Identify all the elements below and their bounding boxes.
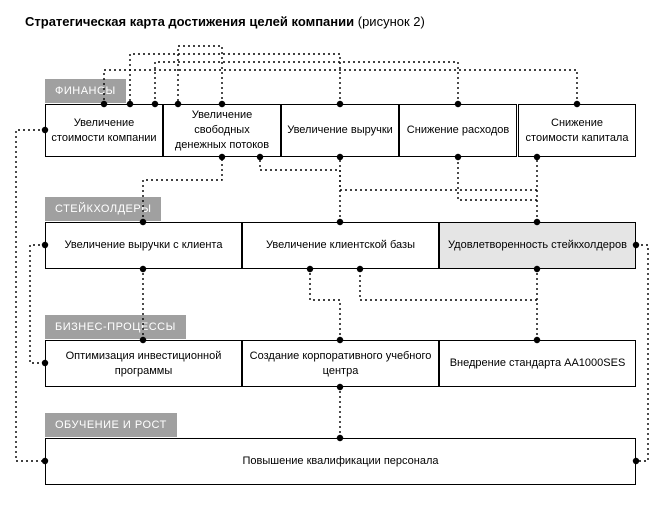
box-bp-aa1000ses: Внедрение стандарта АА1000SES bbox=[439, 340, 636, 387]
box-fin-free-cashflow: Увеличение свободных денежных потоков bbox=[163, 104, 281, 157]
section-learning-label: ОБУЧЕНИЕ И РОСТ bbox=[45, 413, 177, 437]
box-stk-satisfaction: Удовлетворенность стейкхолдеров bbox=[439, 222, 636, 269]
section-stakeholders-label: СТЕЙКХОЛДЕРЫ bbox=[45, 197, 161, 221]
box-bp-investment: Оптимизация инвестиционной программы bbox=[45, 340, 242, 387]
box-bp-training-center: Создание корпоративного учебного центра bbox=[242, 340, 439, 387]
box-lr-qualification: Повышение квалификации персонала bbox=[45, 438, 636, 485]
box-stk-client-revenue: Увеличение выручки с клиента bbox=[45, 222, 242, 269]
title-suffix: (рисунок 2) bbox=[358, 14, 425, 29]
box-fin-revenue: Увеличение выручки bbox=[281, 104, 399, 157]
diagram-title: Стратегическая карта достижения целей ко… bbox=[25, 14, 425, 29]
box-fin-company-value: Увеличение стоимости компании bbox=[45, 104, 163, 157]
box-fin-cost-reduction: Снижение расходов bbox=[399, 104, 517, 157]
section-finance-label: ФИНАНСЫ bbox=[45, 79, 126, 103]
section-processes-label: БИЗНЕС-ПРОЦЕССЫ bbox=[45, 315, 186, 339]
box-stk-client-base: Увеличение клиентской базы bbox=[242, 222, 439, 269]
box-fin-capital-cost: Снижение стоимости капитала bbox=[518, 104, 636, 157]
title-main: Стратегическая карта достижения целей ко… bbox=[25, 14, 354, 29]
